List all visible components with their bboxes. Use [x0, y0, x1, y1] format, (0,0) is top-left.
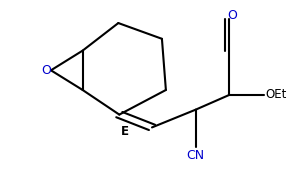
Text: E: E [121, 125, 129, 138]
Text: O: O [41, 64, 51, 77]
Text: OEt: OEt [266, 88, 287, 101]
Text: CN: CN [187, 149, 205, 162]
Text: O: O [227, 9, 237, 22]
